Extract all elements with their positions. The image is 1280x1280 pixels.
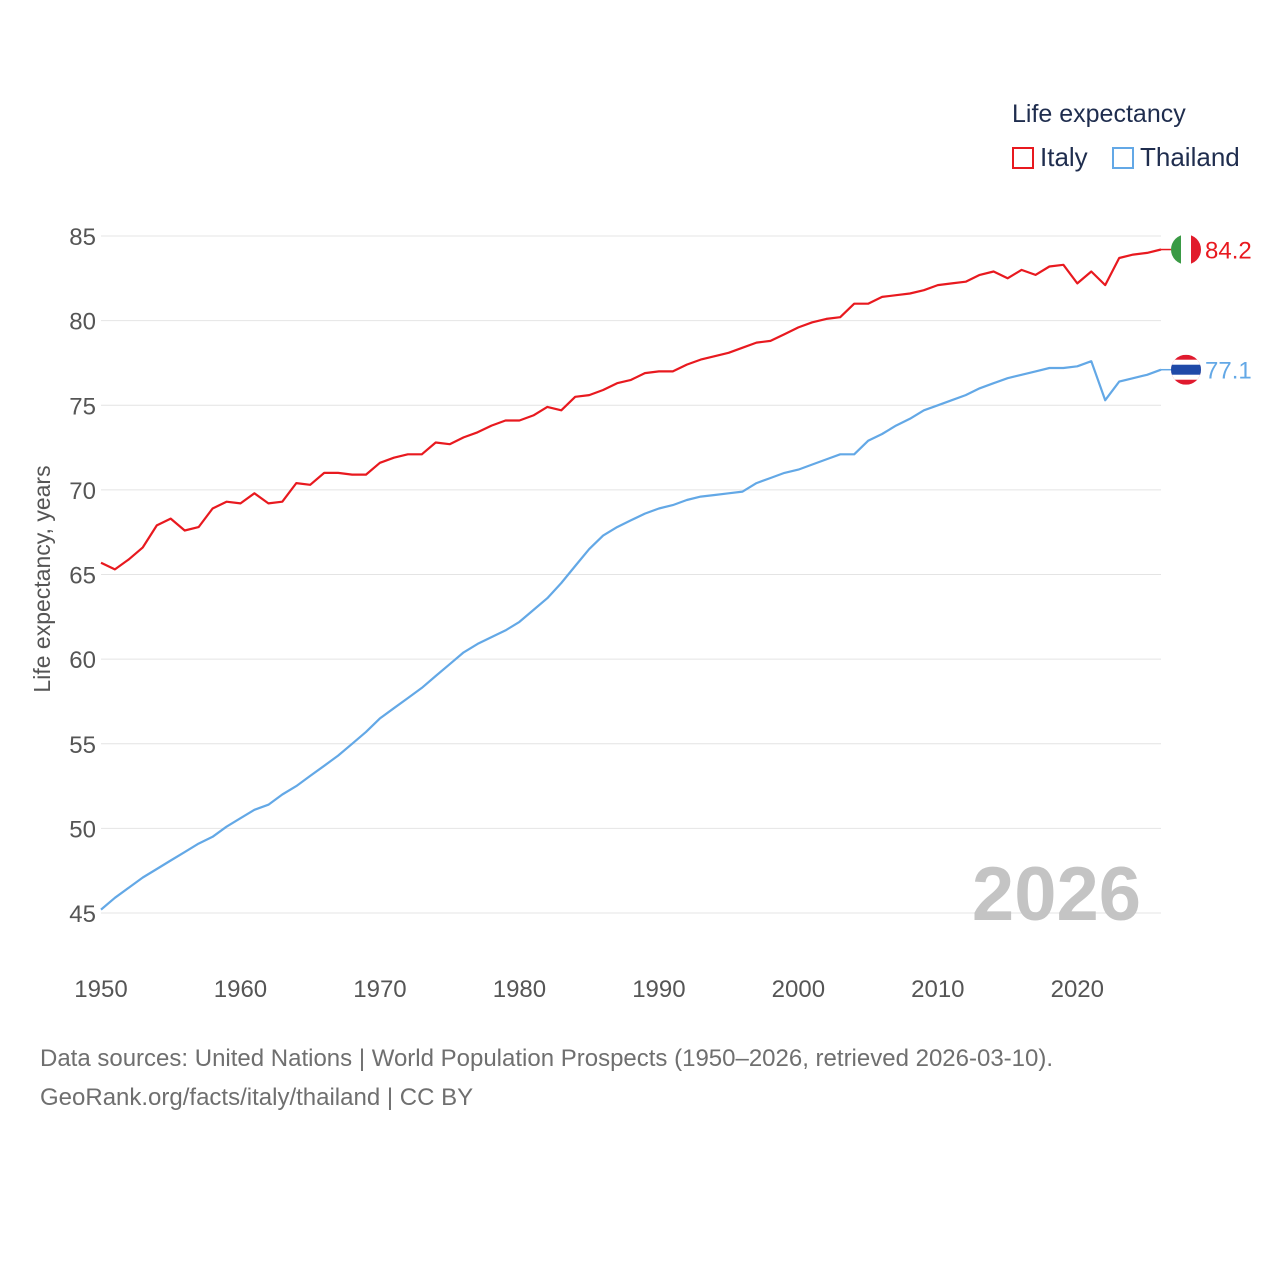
- y-tick-label-75: 75: [69, 393, 96, 420]
- x-tick-label-1980: 1980: [493, 976, 546, 1003]
- legend-swatch-thailand: [1112, 146, 1134, 169]
- end-value-label-italy: 84.2: [1205, 238, 1252, 265]
- y-tick-label-70: 70: [69, 478, 96, 505]
- series-line-italy: [100, 248, 1162, 571]
- series-line-thailand: [100, 360, 1162, 911]
- footer-link[interactable]: GeoRank.org/facts/italy/thailand | CC BY: [40, 1084, 474, 1111]
- legend-item-italy[interactable]: Italy: [1012, 142, 1088, 173]
- y-axis-title: Life expectancy, years: [29, 465, 55, 692]
- x-tick-label-1950: 1950: [74, 976, 127, 1003]
- legend-title: Life expectancy: [1012, 100, 1186, 128]
- legend-swatch-italy: [1012, 146, 1034, 169]
- legend-label-italy: Italy: [1040, 142, 1088, 172]
- x-tick-label-1970: 1970: [353, 976, 406, 1003]
- y-tick-label-65: 65: [69, 563, 96, 590]
- y-tick-label-80: 80: [69, 309, 96, 336]
- x-tick-label-2010: 2010: [911, 976, 964, 1003]
- footer-sources: Data sources: United Nations | World Pop…: [40, 1045, 1054, 1072]
- x-tick-label-2000: 2000: [772, 976, 825, 1003]
- x-tick-label-1960: 1960: [214, 976, 267, 1003]
- y-tick-label-45: 45: [69, 901, 96, 928]
- y-tick-label-50: 50: [69, 816, 96, 843]
- thailand-flag-icon: [1171, 354, 1201, 385]
- y-axis-ticks: 45 50 55 60 65 70 75 80 85: [69, 224, 96, 928]
- legend-item-thailand[interactable]: Thailand: [1112, 142, 1240, 173]
- y-tick-label-85: 85: [69, 224, 96, 251]
- end-value-label-thailand: 77.1: [1205, 358, 1252, 385]
- end-markers: 84.2 77.1: [1161, 234, 1252, 385]
- x-tick-label-2020: 2020: [1051, 976, 1104, 1003]
- x-axis-ticks: 1950 1960 1970 1980 1990 2000 2010 2020: [74, 976, 1104, 1003]
- italy-flag-icon: [1171, 234, 1201, 265]
- legend-label-thailand: Thailand: [1140, 142, 1240, 172]
- grid-lines: [101, 235, 1161, 914]
- y-tick-label-60: 60: [69, 647, 96, 674]
- x-tick-label-1990: 1990: [632, 976, 685, 1003]
- year-label: 2026: [972, 852, 1141, 937]
- y-tick-label-55: 55: [69, 732, 96, 759]
- series-lines: [100, 248, 1162, 911]
